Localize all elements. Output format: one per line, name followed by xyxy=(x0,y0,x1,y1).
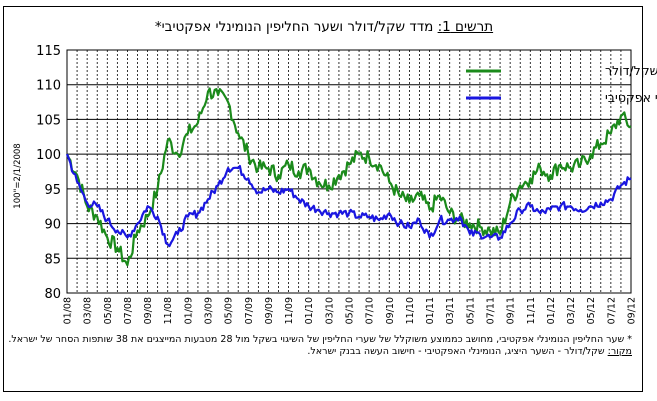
chart-title-text: מדד שקל/דולר ושער החליפין הנומינלי אפקטי… xyxy=(154,19,434,35)
x-tick-label: 01/12 xyxy=(546,297,557,324)
series-layer xyxy=(65,87,632,267)
source-text: שקל/דולר - השער היציג, הנומינלי האפקטיבי… xyxy=(307,346,608,357)
y-tick-label: 100 xyxy=(36,148,61,163)
x-tick-label: 03/08 xyxy=(83,297,94,324)
x-tick-label: 07/10 xyxy=(365,297,376,324)
source-label: מקור: xyxy=(607,346,632,357)
x-tick-label: 05/11 xyxy=(465,297,476,324)
x-tick-label: 09/09 xyxy=(264,297,275,324)
y-tick-label: 90 xyxy=(44,218,61,233)
y-tick-label: 85 xyxy=(44,252,61,267)
footnotes: * שער החליפין הנומינלי אפקטיבי, מחושב כמ… xyxy=(8,334,632,358)
grid xyxy=(66,49,632,294)
x-tick-label: 03/09 xyxy=(204,297,215,324)
x-tick-label: 07/09 xyxy=(244,297,255,324)
x-tick-label: 05/12 xyxy=(586,297,597,324)
y-tick-label: 80 xyxy=(44,287,61,302)
x-tick-label: 09/11 xyxy=(506,297,517,324)
chart-title: תרשים 1: מדד שקל/דולר ושער החליפין הנומי… xyxy=(4,19,644,35)
y-tick-label: 110 xyxy=(36,79,61,94)
series-line-usd-shekel xyxy=(66,87,632,267)
x-tick-label: 03/11 xyxy=(445,297,456,324)
y-tick-label: 115 xyxy=(36,44,61,59)
legend-label: שקל/דולר xyxy=(605,63,657,78)
x-tick-label: 03/10 xyxy=(324,297,335,324)
y-axis: 80 85 90 95 100 105 110 115 xyxy=(36,44,61,302)
x-tick-label: 11/10 xyxy=(405,297,416,324)
x-tick-label: 09/10 xyxy=(385,297,396,324)
x-tick-label: 11/11 xyxy=(526,297,537,324)
x-tick-label: 11/08 xyxy=(163,297,174,324)
footnote-text: * שער החליפין הנומינלי אפקטיבי, מחושב כמ… xyxy=(8,334,632,345)
series-line-nominal-effective xyxy=(65,153,632,248)
x-axis: 01/08 03/08 05/08 07/08 09/08 11/08 01/09 03/09… xyxy=(63,297,638,324)
base-note: 100"=2/1/2008 xyxy=(13,143,23,208)
y-tick-label: 95 xyxy=(44,183,61,198)
x-tick-label: 01/10 xyxy=(304,297,315,324)
x-tick-label: 11/09 xyxy=(284,297,295,324)
x-tick-label: 03/12 xyxy=(566,297,577,324)
y-tick-label: 105 xyxy=(36,113,61,128)
legend: שקל/דולר נומינלי אפקטיבי xyxy=(466,63,657,105)
x-tick-label: 09/08 xyxy=(143,297,154,324)
x-tick-label: 07/11 xyxy=(486,297,497,324)
x-tick-label: 01/09 xyxy=(183,297,194,324)
legend-label: נומינלי אפקטיבי xyxy=(605,90,657,105)
x-tick-label: 07/08 xyxy=(123,297,134,324)
x-tick-label: 07/12 xyxy=(606,297,617,324)
x-tick-label: 01/11 xyxy=(425,297,436,324)
chart-frame: תרשים 1: מדד שקל/דולר ושער החליפין הנומי… xyxy=(3,6,643,392)
x-tick-label: 09/12 xyxy=(627,297,638,324)
x-tick-label: 05/09 xyxy=(224,297,235,324)
x-tick-label: 05/08 xyxy=(103,297,114,324)
chart-title-prefix: תרשים 1: xyxy=(437,19,494,35)
x-tick-label: 05/10 xyxy=(345,297,356,324)
x-tick-label: 01/08 xyxy=(63,297,74,324)
source-line: מקור: שקל/דולר - השער היציג, הנומינלי הא… xyxy=(8,346,632,358)
